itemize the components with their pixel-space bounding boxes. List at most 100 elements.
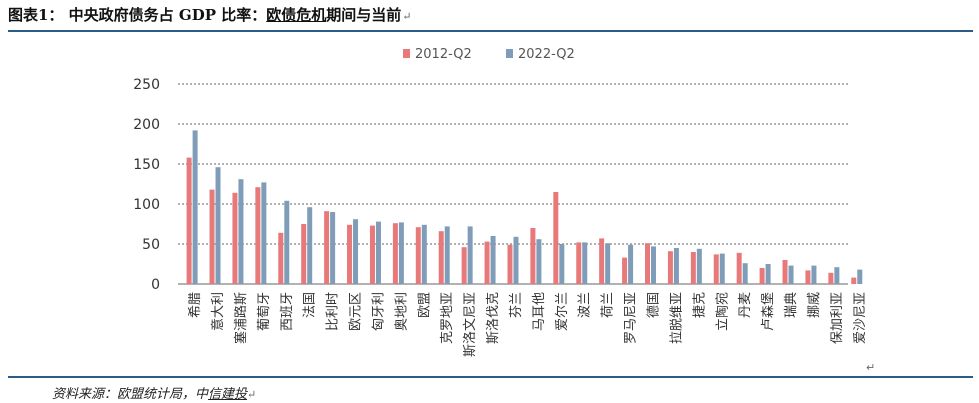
bar-2012-Q2 [713, 254, 719, 284]
return-mark-icon: ↵ [402, 10, 412, 23]
x-tick-label: 捷克 [692, 292, 707, 318]
top-rule [8, 30, 973, 32]
title-suffix: 期间与当前 [326, 6, 402, 24]
bar-2012-Q2 [186, 157, 192, 284]
title-underlined-part: 欧债危机 [266, 6, 327, 24]
bar-2022-Q2 [673, 248, 679, 284]
bar-2022-Q2 [719, 253, 725, 284]
x-tick-label: 克罗地亚 [440, 292, 455, 344]
x-tick-label: 芬兰 [509, 292, 524, 318]
bar-2012-Q2 [461, 247, 467, 284]
return-mark-icon: ↵ [866, 361, 876, 374]
bar-2012-Q2 [645, 243, 650, 284]
y-tick-label: 200 [133, 117, 160, 133]
bar-2022-Q2 [375, 221, 381, 284]
x-tick-label: 斯洛伐克 [486, 292, 501, 344]
bar-2012-Q2 [369, 225, 375, 284]
bar-2012-Q2 [599, 238, 605, 284]
x-tick-label: 意大利 [210, 292, 226, 331]
bar-2012-Q2 [324, 211, 330, 284]
bar-2022-Q2 [261, 182, 267, 284]
bar-2012-Q2 [484, 241, 490, 284]
bar-2022-Q2 [467, 226, 473, 284]
bar-2012-Q2 [392, 223, 398, 284]
x-tick-label: 欧盟 [417, 292, 432, 318]
bar-2012-Q2 [782, 260, 788, 284]
bar-2022-Q2 [811, 265, 817, 284]
bar-2012-Q2 [438, 231, 444, 284]
bar-2012-Q2 [759, 268, 765, 284]
source-underlined-part: 信建投 [208, 387, 248, 402]
bar-2022-Q2 [215, 167, 221, 284]
bar-2022-Q2 [605, 243, 611, 284]
bar-2022-Q2 [582, 242, 588, 284]
bottom-rule [8, 376, 973, 378]
bar-2012-Q2 [255, 187, 261, 284]
x-tick-label: 保加利亚 [830, 292, 845, 344]
x-tick-label: 德国 [647, 292, 662, 318]
bar-2012-Q2 [553, 192, 559, 284]
x-tick-label: 立陶宛 [714, 292, 730, 331]
bar-2012-Q2 [232, 192, 238, 284]
bar-2022-Q2 [421, 224, 427, 284]
y-tick-label: 50 [142, 237, 160, 253]
bar-2022-Q2 [490, 236, 496, 284]
bar-2012-Q2 [622, 257, 628, 284]
bar-2022-Q2 [307, 207, 313, 284]
x-tick-label: 波兰 [578, 292, 593, 318]
legend-label: 2022-Q2 [518, 47, 575, 62]
bar-2022-Q2 [284, 200, 290, 284]
bar-2012-Q2 [736, 252, 742, 284]
bar-2022-Q2 [398, 222, 404, 284]
chart-header: 图表1： 中央政府债务占 GDP 比率：欧债危机期间与当前↵ [8, 4, 973, 26]
source-note: 资料来源：欧盟统计局，中信建投↵ [52, 383, 256, 402]
x-tick-label: 卢森堡 [760, 292, 776, 331]
bar-2012-Q2 [301, 224, 307, 284]
x-tick-label: 斯洛文尼亚 [463, 292, 478, 357]
legend-swatch [403, 49, 410, 58]
bar-2022-Q2 [651, 246, 656, 284]
bar-2022-Q2 [765, 264, 771, 284]
x-tick-label: 葡萄牙 [257, 292, 272, 331]
x-tick-label: 罗马尼亚 [624, 292, 639, 344]
bar-2012-Q2 [278, 232, 284, 284]
bar-2022-Q2 [742, 263, 748, 284]
bar-2012-Q2 [667, 251, 673, 284]
x-tick-label: 挪威 [807, 292, 822, 318]
bar-2022-Q2 [559, 244, 565, 284]
bar-2012-Q2 [851, 277, 857, 284]
bar-2022-Q2 [536, 239, 542, 284]
x-tick-label: 西班牙 [280, 292, 295, 331]
bar-2012-Q2 [576, 242, 582, 284]
y-tick-label: 0 [151, 277, 160, 293]
x-tick-label: 瑞典 [784, 292, 799, 318]
bar-2012-Q2 [347, 224, 353, 284]
bar-2012-Q2 [828, 272, 834, 284]
figure-title: 图表1： 中央政府债务占 GDP 比率：欧债危机期间与当前↵ [8, 6, 411, 24]
bar-2012-Q2 [530, 228, 536, 284]
y-tick-label: 100 [133, 197, 160, 213]
y-tick-label: 250 [133, 77, 160, 93]
bar-2022-Q2 [628, 244, 634, 284]
bar-2012-Q2 [415, 227, 421, 284]
x-tick-label: 塞浦路斯 [233, 292, 249, 344]
bar-2012-Q2 [805, 270, 811, 284]
bar-2022-Q2 [192, 130, 198, 284]
x-tick-label: 荷兰 [601, 292, 616, 318]
x-tick-label: 法国 [303, 292, 318, 318]
x-tick-label: 拉脱维亚 [669, 292, 684, 344]
x-tick-label: 欧元区 [349, 292, 364, 331]
x-tick-label: 比利时 [326, 292, 341, 331]
legend-label: 2012-Q2 [415, 47, 472, 62]
x-tick-label: 爱沙尼亚 [853, 292, 868, 344]
source-prefix: 资料来源：欧盟统计局，中 [52, 387, 209, 402]
bar-2022-Q2 [788, 265, 794, 284]
x-tick-label: 爱尔兰 [555, 292, 570, 331]
bar-2022-Q2 [444, 226, 450, 284]
title-prefix: 图表1： 中央政府债务占 GDP 比率： [8, 6, 267, 24]
x-tick-label: 希腊 [188, 292, 203, 318]
return-mark-icon: ↵ [247, 388, 257, 401]
x-tick-label: 马耳他 [532, 292, 547, 331]
bar-2012-Q2 [209, 189, 215, 284]
x-tick-label: 匈牙利 [371, 292, 386, 331]
